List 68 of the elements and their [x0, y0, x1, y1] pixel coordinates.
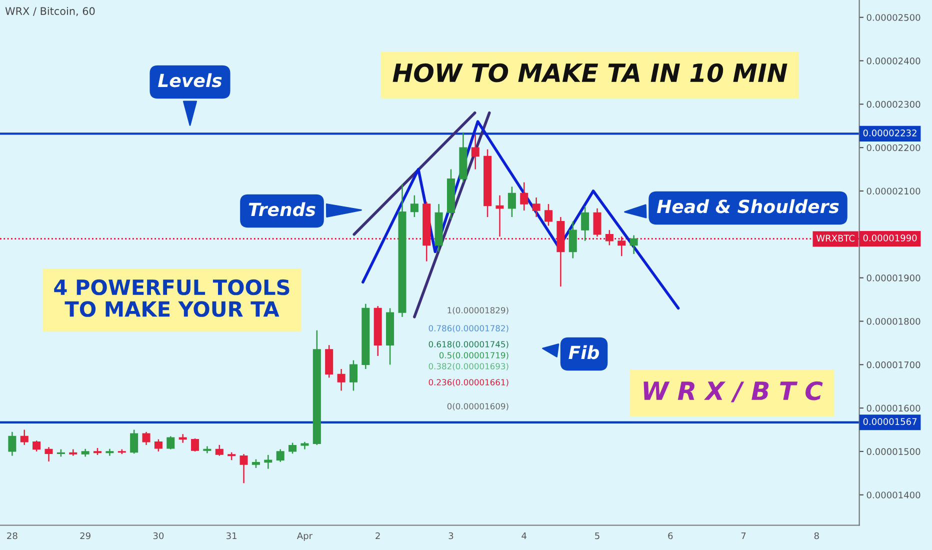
x-tick-label: Apr	[296, 532, 313, 541]
ref-line-label: 0.00001567	[863, 418, 917, 425]
candlestick	[471, 134, 480, 170]
candlestick	[276, 448, 284, 462]
annotation: Trends	[248, 202, 316, 216]
candlestick	[337, 368, 346, 392]
candlestick	[630, 234, 638, 255]
annotation: Levels	[158, 73, 222, 88]
y-tick-label: 0.00002100	[866, 188, 920, 195]
candlestick	[142, 431, 150, 446]
annotation: 0(0.00001609)	[447, 402, 508, 410]
x-tick-label: 7	[741, 532, 746, 540]
text: HOW TO MAKE TA IN 10 MIN	[392, 63, 788, 82]
annotation: 0.618(0.00001745)	[428, 340, 508, 348]
candlestick	[544, 203, 552, 226]
candlestick	[8, 431, 16, 456]
annotation: 1(0.00001829)	[448, 306, 508, 314]
annotation: WRX / Bitcoin, 60	[5, 6, 95, 16]
candlestick	[568, 220, 577, 259]
candlestick	[130, 429, 138, 454]
x-tick-label: 2	[376, 532, 380, 540]
candlestick	[520, 182, 528, 212]
annotation: W R X / B T C	[644, 381, 823, 402]
y-tick-label: 0.00002500	[866, 14, 920, 21]
x-tick-label: 30	[153, 532, 164, 540]
candlestick	[349, 360, 358, 392]
x-tick-label: 31	[226, 532, 236, 540]
candlestick	[508, 186, 516, 218]
x-tick-label: 6	[668, 532, 673, 540]
y-tick-label: 0.00002200	[866, 144, 920, 152]
x-tick-label: 4	[522, 532, 526, 540]
candlestick	[44, 446, 53, 462]
x-tick-label: 3	[448, 532, 454, 540]
candlestick	[240, 453, 248, 484]
annotation: Fib	[568, 345, 600, 360]
annotation: 0.786(0.00001782)	[428, 324, 508, 332]
candlestick	[154, 438, 162, 452]
candlestick	[532, 196, 540, 218]
annotation: 4 POWERFUL TOOLS TO MAKE YOUR TA	[54, 279, 290, 317]
annotation: Head & Shoulders	[656, 199, 839, 214]
ref-line-label: 0.00002232	[863, 129, 916, 136]
y-tick-label: 0.00002300	[866, 100, 920, 108]
candlestick	[496, 194, 504, 238]
candlestick	[288, 442, 297, 454]
ref-line-label: 0.00001990	[863, 234, 917, 242]
candlestick	[20, 429, 28, 446]
x-tick-label: 8	[814, 532, 819, 540]
x-tick-label: 28	[7, 532, 18, 540]
candlestick	[32, 440, 41, 452]
annotation: 0.236(0.00001661)	[428, 378, 508, 386]
annotation: 0.382(0.00001693)	[428, 362, 508, 370]
candlestick	[178, 433, 187, 444]
y-tick-label: 0.00002400	[866, 58, 920, 64]
annotation: 0.5(0.00001719)	[439, 352, 508, 360]
annotation: WRXBTC	[816, 234, 855, 242]
y-tick-label: 0.00001700	[866, 361, 920, 368]
candlestick	[166, 436, 175, 450]
x-tick-label: 29	[80, 532, 90, 540]
y-tick-label: 0.00001500	[866, 448, 920, 456]
y-tick-label: 0.00001400	[866, 492, 920, 498]
y-tick-label: 0.00001600	[866, 404, 920, 412]
y-tick-label: 0.00001900	[866, 274, 920, 282]
x-tick-label: 5	[595, 532, 600, 540]
candlestick	[215, 444, 224, 456]
y-tick-label: 0.00001800	[866, 318, 920, 325]
candlestick	[410, 194, 418, 218]
candlestick	[191, 438, 200, 452]
candlestick	[581, 206, 590, 242]
